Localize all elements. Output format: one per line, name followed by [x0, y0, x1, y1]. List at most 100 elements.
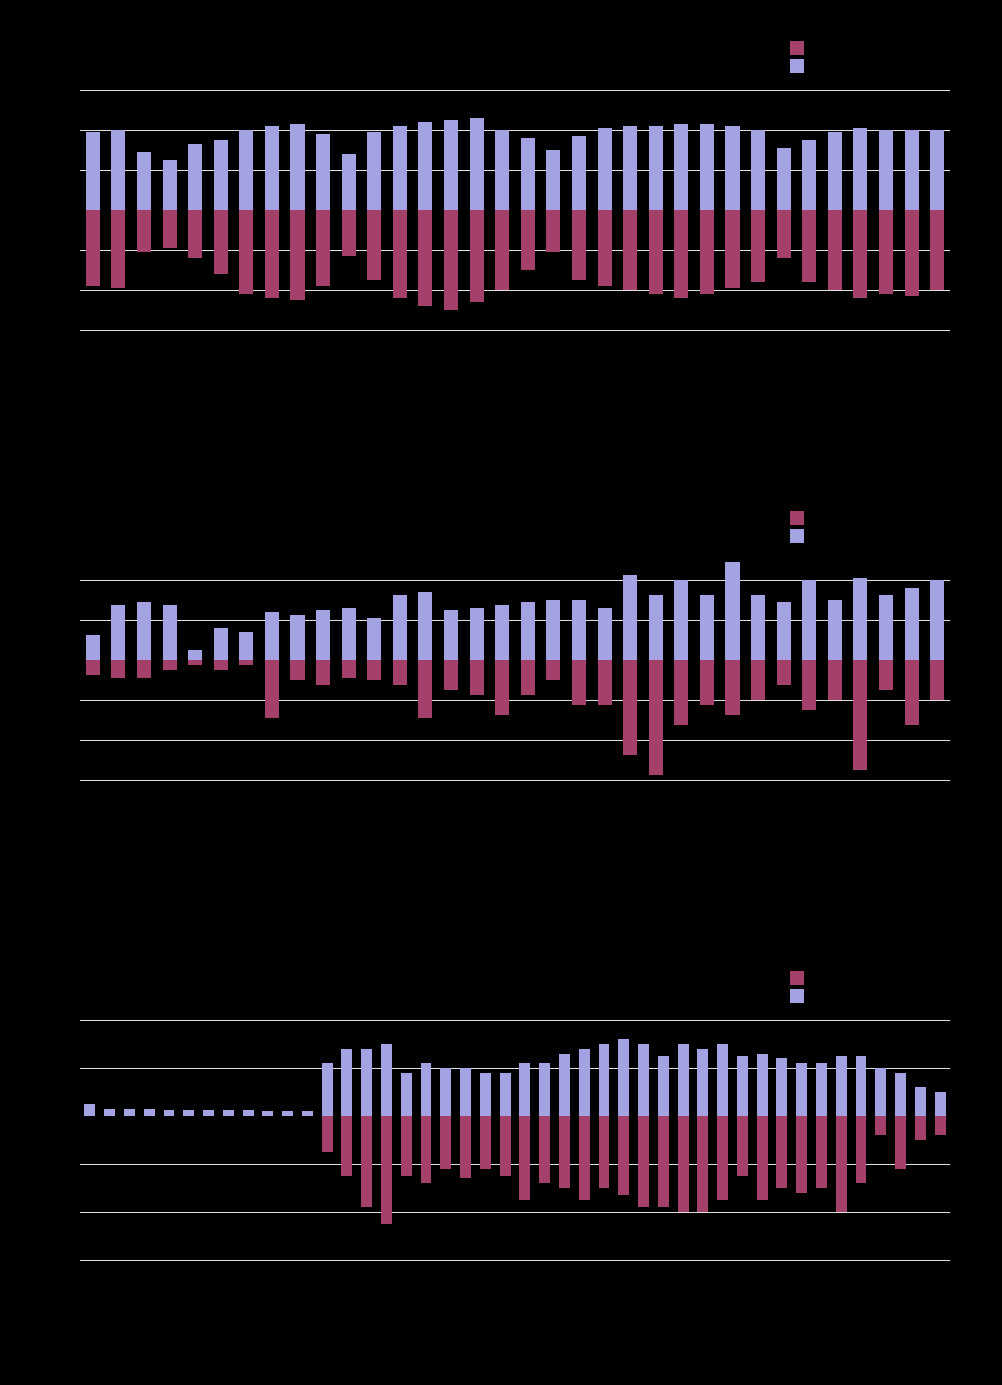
bar-outflow	[598, 210, 612, 286]
grid-line	[80, 580, 950, 581]
bar-inflow	[895, 1073, 906, 1116]
y-tick-label: -12	[956, 772, 996, 787]
bar-outflow	[265, 660, 279, 718]
bar-outflow	[111, 660, 125, 678]
bar-inflow	[342, 608, 356, 660]
legend-swatch-outflow	[790, 41, 804, 55]
bar-outflow	[623, 210, 637, 290]
y-axis-label: Persons (Thousands)	[25, 1081, 42, 1224]
plot-area	[80, 1020, 950, 1260]
bar-inflow	[697, 1049, 708, 1116]
bar-inflow	[853, 578, 867, 660]
bar-inflow	[302, 1111, 313, 1116]
y-tick-label: 20	[30, 1060, 74, 1075]
bar-inflow	[649, 126, 663, 210]
bar-inflow	[828, 600, 842, 660]
y-tick-label: 4	[956, 612, 996, 627]
bar-inflow	[678, 1044, 689, 1116]
bar-inflow	[915, 1087, 926, 1116]
bar-inflow	[546, 600, 560, 660]
legend-swatch-inflow	[790, 529, 804, 543]
bar-inflow	[930, 130, 944, 210]
y-tick-label: 0	[30, 202, 74, 217]
bar-inflow	[144, 1109, 155, 1116]
grid-line	[80, 620, 950, 621]
legend-label-outflow: Outflow	[810, 40, 857, 56]
bar-outflow	[342, 660, 356, 678]
bar-inflow	[674, 580, 688, 660]
legend-label-outflow: Outflow	[810, 970, 857, 986]
y-tick-label: -150	[30, 322, 74, 337]
bar-inflow	[836, 1056, 847, 1116]
bar-outflow	[935, 1116, 946, 1135]
y-tick-label: -50	[30, 242, 74, 257]
bar-inflow	[262, 1111, 273, 1116]
x-axis-label: Year	[0, 385, 950, 402]
bar-inflow	[935, 1092, 946, 1116]
bar-outflow	[418, 660, 432, 718]
legend-item-inflow: Inflow	[790, 528, 857, 544]
bar-inflow	[203, 1110, 214, 1116]
bar-outflow	[500, 1116, 511, 1176]
bar-outflow	[381, 1116, 392, 1224]
bar-outflow	[623, 660, 637, 755]
grid-line	[80, 1260, 950, 1261]
bar-inflow	[137, 602, 151, 660]
bar-inflow	[495, 605, 509, 660]
bar-inflow	[757, 1054, 768, 1116]
bar-inflow	[290, 615, 304, 660]
zero-axis	[80, 210, 950, 211]
bar-outflow	[697, 1116, 708, 1212]
bar-inflow	[239, 130, 253, 210]
bar-inflow	[137, 152, 151, 210]
bar-inflow	[828, 132, 842, 210]
bar-inflow	[367, 132, 381, 210]
panel-sea: Seattle Net MigrationPersons (Thousands)…	[0, 0, 1002, 460]
bar-outflow	[700, 210, 714, 294]
bar-inflow	[737, 1056, 748, 1116]
bar-inflow	[495, 130, 509, 210]
bar-inflow	[124, 1109, 135, 1116]
bar-inflow	[802, 140, 816, 210]
bar-outflow	[930, 210, 944, 290]
bar-inflow	[243, 1110, 254, 1116]
legend: OutflowInflow	[790, 510, 857, 546]
bar-outflow	[137, 660, 151, 678]
bar-outflow	[290, 210, 304, 300]
bar-outflow	[618, 1116, 629, 1195]
bar-outflow	[572, 210, 586, 280]
bar-inflow	[875, 1068, 886, 1116]
bar-inflow	[751, 595, 765, 660]
bar-inflow	[393, 126, 407, 210]
bar-inflow	[802, 580, 816, 660]
bar-outflow	[579, 1116, 590, 1200]
bar-outflow	[521, 210, 535, 270]
bar-outflow	[546, 210, 560, 252]
bar-outflow	[239, 210, 253, 294]
bar-outflow	[717, 1116, 728, 1200]
y-tick-label: -60	[30, 1252, 74, 1267]
bar-inflow	[777, 602, 791, 660]
bar-inflow	[322, 1063, 333, 1116]
bar-outflow	[572, 660, 586, 705]
bar-inflow	[623, 126, 637, 210]
bar-outflow	[495, 210, 509, 290]
panel-aus: Austin Net MigrationPersons (Thousands)Y…	[0, 920, 1002, 1380]
bar-outflow	[853, 210, 867, 298]
bar-outflow	[737, 1116, 748, 1176]
bar-outflow	[674, 210, 688, 298]
chart-title: Austin Net Migration	[0, 935, 950, 956]
bar-outflow	[856, 1116, 867, 1183]
bar-inflow	[86, 132, 100, 210]
bar-inflow	[816, 1063, 827, 1116]
bar-inflow	[930, 580, 944, 660]
bar-outflow	[440, 1116, 451, 1169]
bar-outflow	[111, 210, 125, 288]
bar-outflow	[836, 1116, 847, 1212]
bar-inflow	[183, 1110, 194, 1116]
y-tick-label: 8	[956, 572, 996, 587]
bar-inflow	[572, 600, 586, 660]
bar-outflow	[816, 1116, 827, 1188]
y-tick-label: -20	[30, 1156, 74, 1171]
legend-item-outflow: Outflow	[790, 40, 857, 56]
